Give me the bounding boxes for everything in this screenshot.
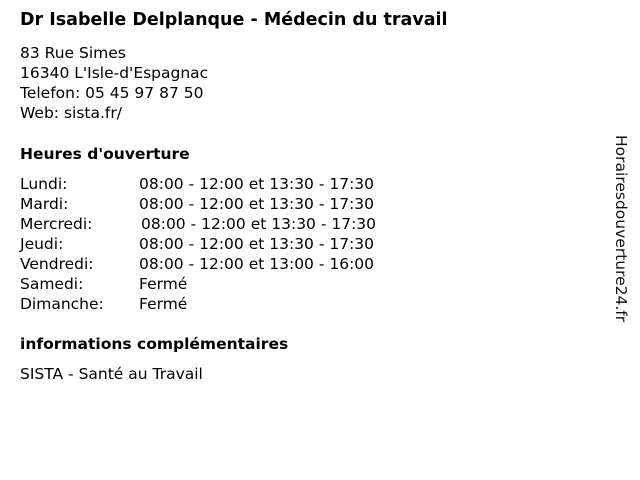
- hours-row: Mardi: 08:00 - 12:00 et 13:30 - 17:30: [20, 194, 376, 214]
- day: Mardi:: [20, 195, 69, 213]
- hours-row: Mercredi: 08:00 - 12:00 et 13:30 - 17:30: [20, 214, 376, 234]
- hours-row: Dimanche: Fermé: [20, 294, 376, 314]
- time: 08:00 - 12:00 et 13:30 - 17:30: [139, 175, 375, 193]
- info-heading: informations complémentaires: [20, 335, 289, 353]
- info-text: SISTA - Santé au Travail: [20, 365, 203, 383]
- day: Lundi:: [20, 175, 68, 193]
- address-block: 83 Rue Simes 16340 L'Isle-d'Espagnac Tel…: [20, 43, 208, 123]
- day: Samedi:: [20, 275, 84, 293]
- hours-row: Vendredi: 08:00 - 12:00 et 13:00 - 16:00: [20, 254, 376, 274]
- hours-heading: Heures d'ouverture: [20, 145, 190, 163]
- street: 83 Rue Simes: [20, 44, 126, 62]
- hours-row: Samedi: Fermé: [20, 274, 376, 294]
- page-title: Dr Isabelle Delplanque - Médecin du trav…: [20, 10, 448, 30]
- hours-table: Lundi: 08:00 - 12:00 et 13:30 - 17:30 Mar…: [20, 174, 376, 314]
- hours-row: Jeudi: 08:00 - 12:00 et 13:30 - 17:30: [20, 234, 376, 254]
- website: Web: sista.fr/: [20, 104, 122, 122]
- day: Dimanche:: [20, 295, 104, 313]
- time: 08:00 - 12:00 et 13:30 - 17:30: [139, 195, 375, 213]
- time: 08:00 - 12:00 et 13:00 - 16:00: [139, 255, 375, 273]
- day: Mercredi:: [20, 215, 93, 233]
- day: Vendredi:: [20, 255, 94, 273]
- watermark-text: Horairesdouverture24.fr: [612, 135, 630, 323]
- city: 16340 L'Isle-d'Espagnac: [20, 64, 209, 82]
- hours-row: Lundi: 08:00 - 12:00 et 13:30 - 17:30: [20, 174, 376, 194]
- time: Fermé: [139, 295, 188, 313]
- time: 08:00 - 12:00 et 13:30 - 17:30: [141, 215, 377, 233]
- phone: Telefon: 05 45 97 87 50: [20, 84, 204, 102]
- time: Fermé: [139, 275, 188, 293]
- day: Jeudi:: [20, 235, 64, 253]
- time: 08:00 - 12:00 et 13:30 - 17:30: [139, 235, 375, 253]
